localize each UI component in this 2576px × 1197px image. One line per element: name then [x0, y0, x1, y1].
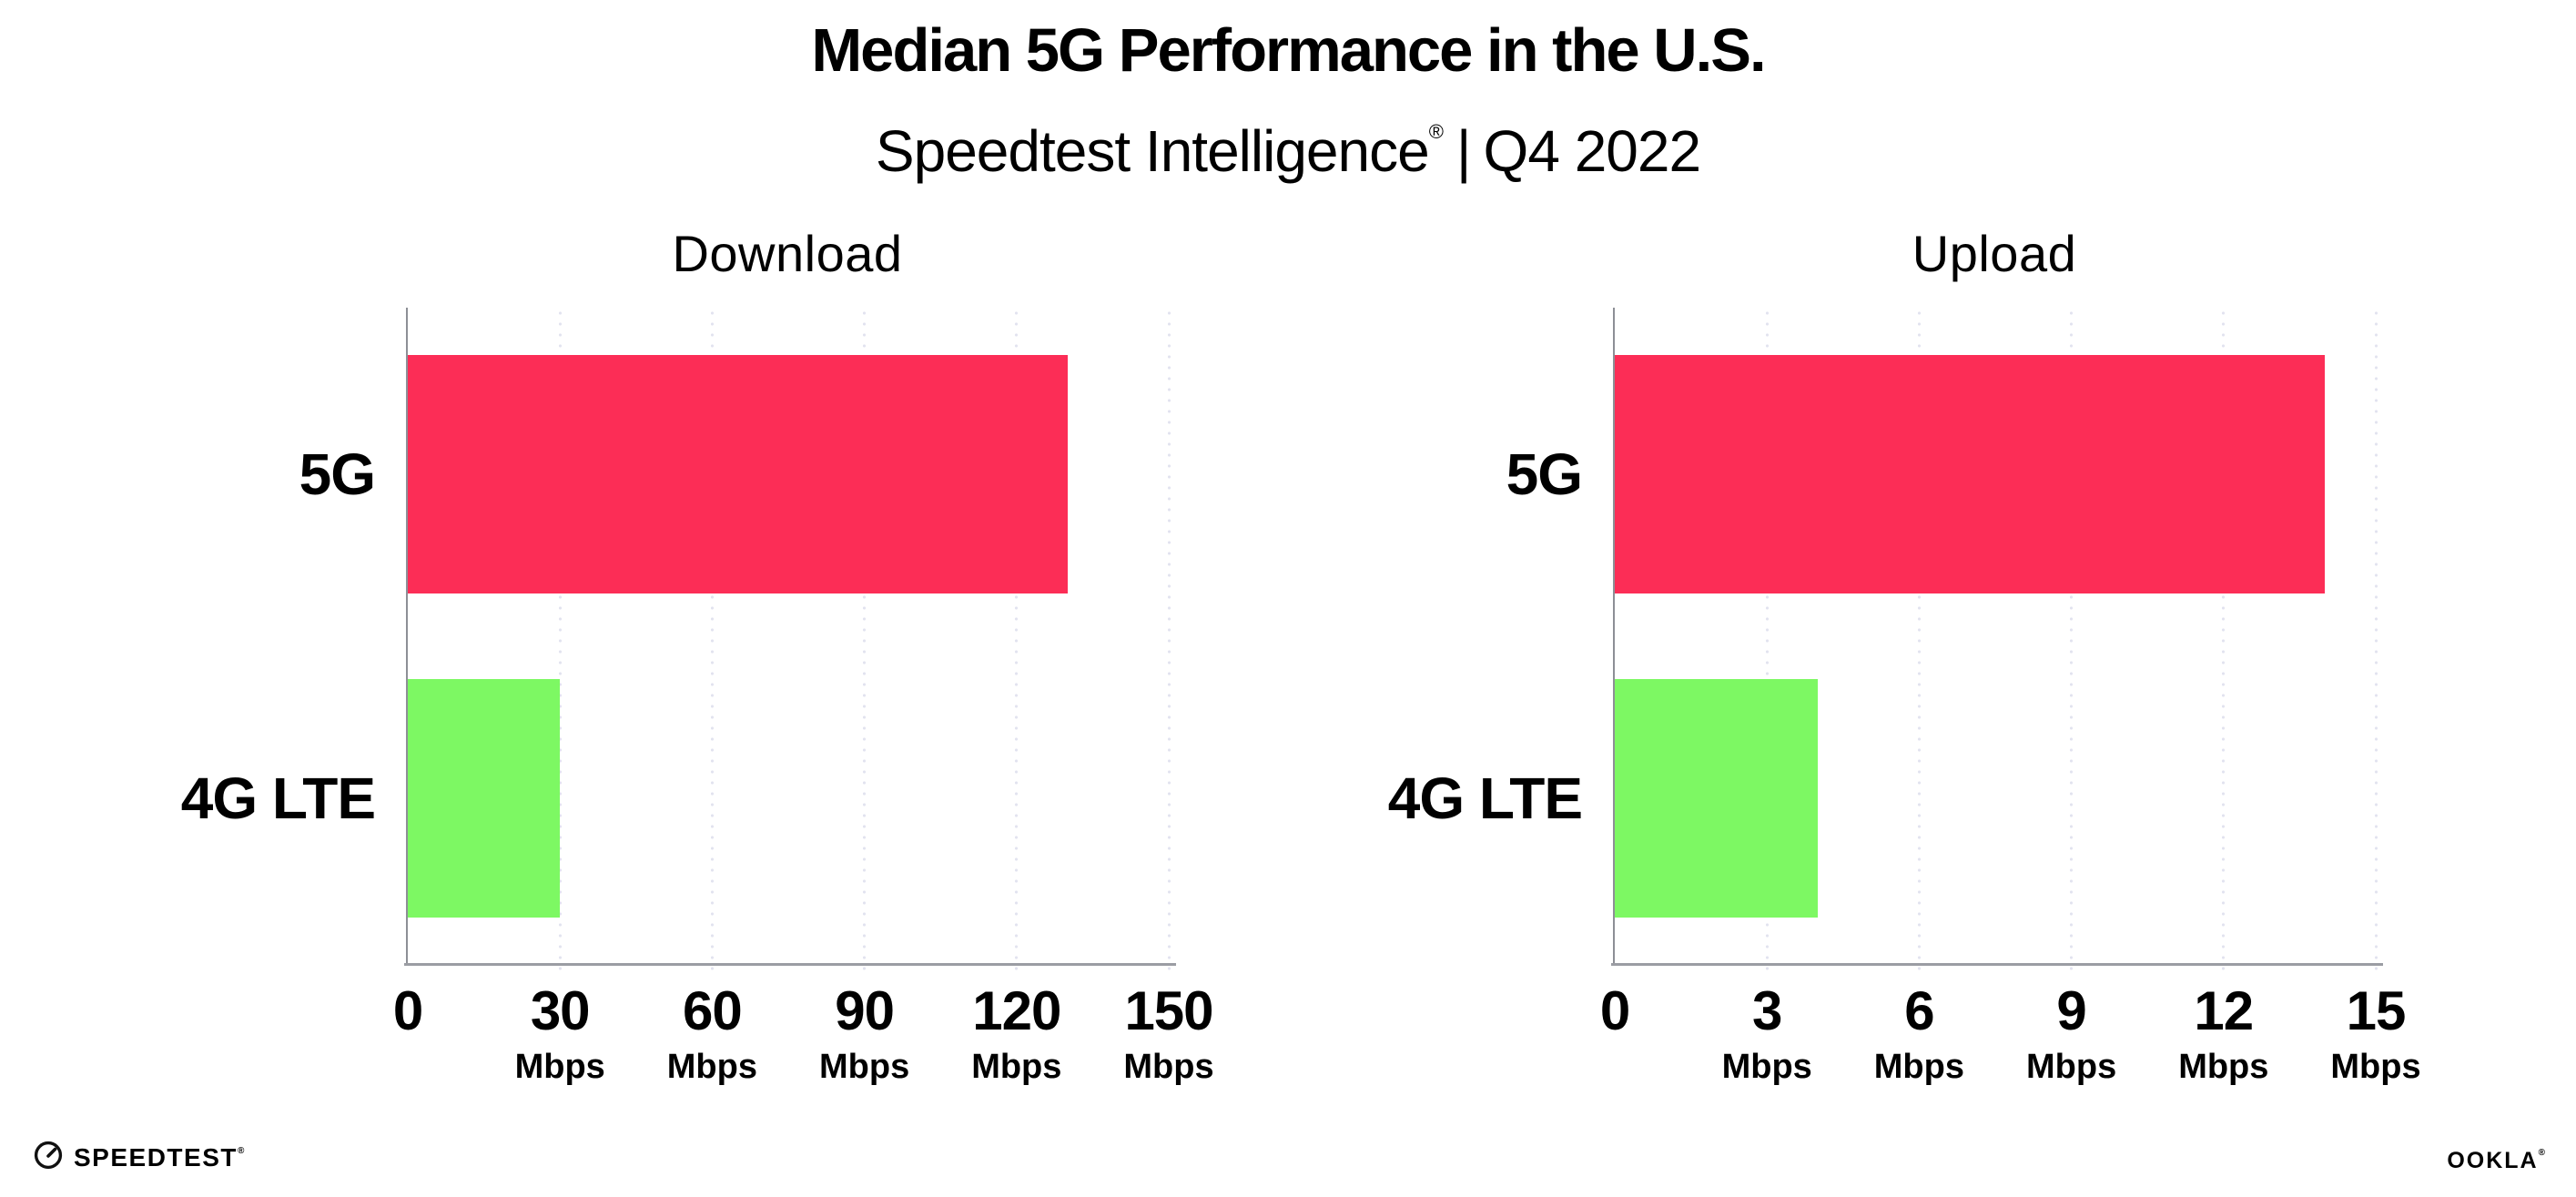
x-tick-unit: Mbps: [1123, 1048, 1214, 1086]
bar-5g: [1615, 355, 2326, 593]
category-label-4g-lte: 4G LTE: [1387, 766, 1583, 831]
x-tick-label: 150 Mbps: [1123, 983, 1213, 1087]
x-tick-unit: Mbps: [666, 1048, 757, 1086]
gridline: [1917, 308, 1921, 976]
x-tick-label: 0: [1599, 980, 1630, 1041]
download-x-axis-line: [404, 963, 1176, 966]
speedtest-wordmark: SPEEDTEST®: [74, 1143, 246, 1172]
speedtest-logo: SPEEDTEST®: [33, 1136, 246, 1173]
x-tick-value: 30: [530, 980, 591, 1041]
gridline: [2070, 308, 2074, 976]
bar-5g: [408, 355, 1068, 593]
x-tick-unit: Mbps: [2025, 1048, 2117, 1086]
x-tick-unit: Mbps: [818, 1048, 910, 1086]
gridline: [2222, 308, 2226, 976]
x-tick-unit: Mbps: [1873, 1048, 1964, 1086]
page-title: Median 5G Performance in the U.S.: [811, 16, 1766, 85]
x-tick-value: 0: [1599, 980, 1630, 1041]
page-subtitle: Speedtest Intelligence® | Q4 2022: [0, 93, 2576, 190]
download-plot-area: [406, 308, 1171, 976]
gridline: [863, 308, 867, 976]
subtitle-brand: Speedtest Intelligence: [875, 118, 1430, 184]
gridline: [710, 308, 714, 976]
gridline: [1765, 308, 1769, 976]
x-tick-label: 12 Mbps: [2178, 983, 2268, 1087]
x-tick-value: 150: [1124, 980, 1213, 1041]
upload-chart: Upload 0 3 Mbps 6 Mbps 9 Mbps 12 Mbps 15 Mbps 5G 4G …: [1340, 218, 2421, 1138]
x-tick-value: 6: [1904, 980, 1934, 1041]
bar-4g-lte: [1615, 679, 1818, 918]
x-tick-label: 60 Mbps: [667, 983, 757, 1087]
speedtest-registered-icon: ®: [237, 1146, 246, 1156]
category-label-4g-lte: 4G LTE: [180, 766, 376, 831]
x-tick-label: 30 Mbps: [515, 983, 605, 1087]
x-tick-unit: Mbps: [2178, 1048, 2269, 1086]
speedtest-gauge-icon: [34, 1141, 63, 1169]
upload-plot-area: [1613, 308, 2378, 976]
x-tick-value: 9: [2056, 980, 2086, 1041]
x-tick-value: 0: [392, 980, 423, 1041]
x-tick-value: 3: [1752, 980, 1782, 1041]
category-label-5g: 5G: [299, 441, 376, 507]
x-tick-label: 90 Mbps: [819, 983, 909, 1087]
x-tick-label: 3 Mbps: [1722, 983, 1812, 1087]
x-tick-value: 60: [683, 980, 743, 1041]
registered-trademark-icon: ®: [1428, 120, 1444, 143]
gridline: [558, 308, 562, 976]
chart-title-upload: Upload: [1912, 225, 2077, 282]
ookla-registered-icon: ®: [2538, 1148, 2547, 1158]
subtitle-period: Q4 2022: [1483, 118, 1702, 184]
x-tick-value: 12: [2194, 980, 2254, 1041]
bar-4g-lte: [408, 679, 561, 918]
x-tick-value: 90: [835, 980, 895, 1041]
ookla-logo: OOKLA®: [2447, 1140, 2547, 1174]
header: Median 5G Performance in the U.S. Speedt…: [0, 9, 2576, 190]
x-tick-label: 9 Mbps: [2026, 983, 2116, 1087]
subtitle-separator: |: [1455, 118, 1472, 184]
x-tick-unit: Mbps: [1721, 1048, 1812, 1086]
x-tick-label: 6 Mbps: [1874, 983, 1964, 1087]
x-tick-unit: Mbps: [514, 1048, 605, 1086]
x-tick-label: 0: [392, 980, 423, 1041]
x-tick-unit: Mbps: [2330, 1048, 2421, 1086]
gridline: [1167, 308, 1171, 976]
download-chart: Download 0 30 Mbps 60 Mbps 90 Mbps 120 Mbps 150 Mb…: [133, 218, 1214, 1138]
upload-x-axis-line: [1611, 963, 2383, 966]
x-tick-label: 15 Mbps: [2330, 983, 2420, 1087]
gridline: [2374, 308, 2378, 976]
x-tick-label: 120 Mbps: [971, 983, 1061, 1087]
gridline: [1015, 308, 1019, 976]
x-tick-unit: Mbps: [971, 1048, 1062, 1086]
x-tick-value: 120: [972, 980, 1061, 1041]
chart-title-download: Download: [672, 225, 903, 282]
ookla-wordmark: OOKLA®: [2447, 1148, 2547, 1173]
x-tick-value: 15: [2346, 980, 2407, 1041]
category-label-5g: 5G: [1506, 441, 1583, 507]
